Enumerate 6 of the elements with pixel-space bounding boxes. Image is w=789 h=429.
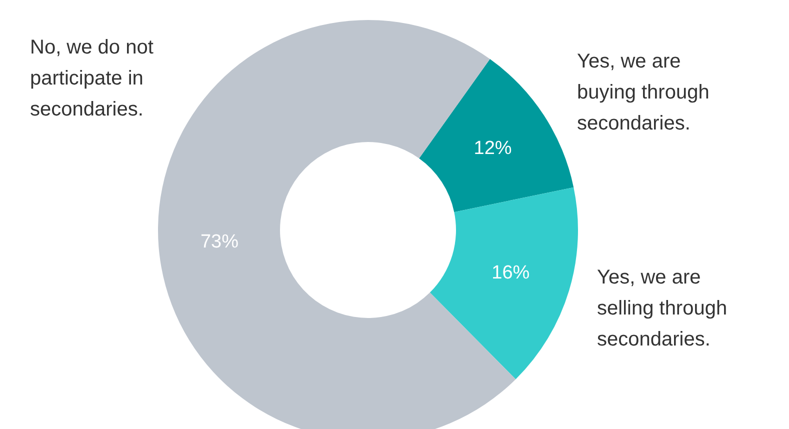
data-label: 16% [492, 262, 530, 284]
slice-label: No, we do not participate in secondaries. [30, 36, 159, 120]
data-label: 12% [474, 138, 512, 160]
slice-label: Yes, we are selling through secondaries. [597, 266, 733, 350]
slice-label: Yes, we are buying through secondaries. [577, 50, 715, 134]
data-label: 73% [200, 231, 239, 252]
